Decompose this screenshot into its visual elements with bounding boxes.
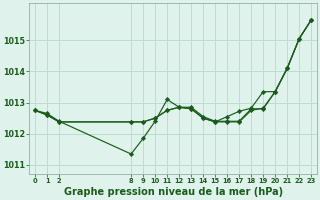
X-axis label: Graphe pression niveau de la mer (hPa): Graphe pression niveau de la mer (hPa)	[64, 187, 283, 197]
